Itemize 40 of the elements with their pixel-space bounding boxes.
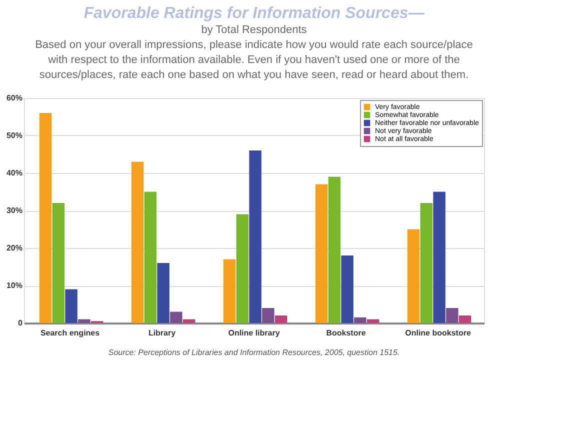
chart-subtitle: by Total Respondents [201, 24, 308, 36]
bar [420, 203, 433, 323]
bar [39, 113, 52, 323]
y-tick-label: 0 [18, 318, 24, 328]
bar [182, 319, 196, 323]
bar [366, 319, 380, 323]
bar [328, 176, 341, 323]
bar [52, 203, 65, 323]
y-tick-label: 30% [6, 206, 22, 215]
bar [236, 214, 249, 323]
bar [433, 192, 446, 323]
y-tick-label: 50% [6, 131, 22, 140]
bar [407, 229, 420, 323]
x-tick-label: Bookstore [326, 328, 366, 338]
bar [249, 150, 262, 323]
bar [223, 259, 236, 323]
bar [262, 308, 274, 323]
y-tick-label: 60% [6, 94, 22, 102]
bar [446, 308, 458, 323]
bar [458, 316, 472, 323]
x-tick-label: Online library [228, 328, 280, 338]
bar [144, 192, 157, 323]
y-tick-label: 40% [6, 168, 22, 178]
x-tick-label: Search engines [40, 328, 100, 338]
bar [170, 312, 182, 323]
text: Based on your overall impressions, please indicate how you would rate each source/place with respect to the information available. Even if you haven't used one or more of the sources/places, rate each one based on what you have seen, read or heard about them. [35, 39, 473, 81]
bar [315, 184, 328, 323]
chart-title: Favorable Ratings for Information Sources— [84, 5, 426, 22]
x-tick-label: Online bookstore [405, 328, 472, 338]
bar [131, 162, 144, 323]
bar [274, 316, 288, 323]
y-tick-label: 20% [6, 244, 22, 252]
bar [354, 317, 366, 323]
x-tick-label: Library [148, 328, 176, 338]
bar [341, 256, 354, 323]
bar [65, 289, 78, 323]
bar [78, 319, 90, 323]
source-note: Source: Perceptions of Libraries and Information Resources, 2005, question 1515. [108, 348, 400, 357]
y-tick-label: 10% [6, 281, 22, 290]
bar [157, 263, 170, 323]
